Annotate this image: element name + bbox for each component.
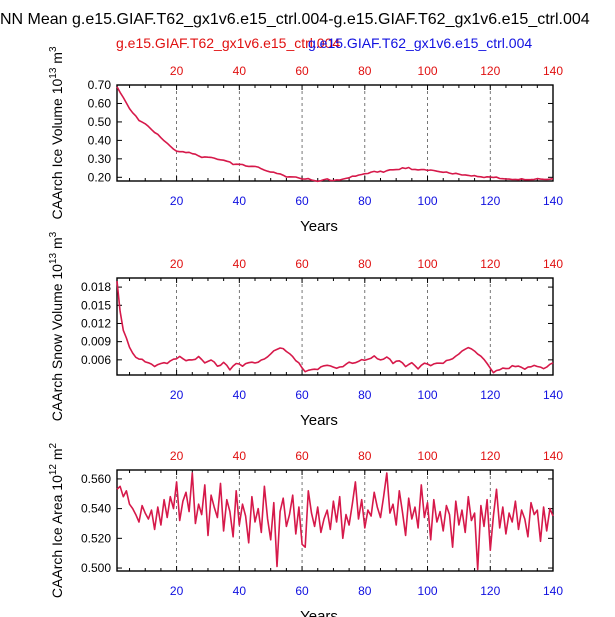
x-tick-label: 140 bbox=[543, 194, 563, 208]
x-tick-label-top: 140 bbox=[543, 64, 563, 78]
y-axis-label: CAArch Snow Volume 1013 m3 bbox=[48, 231, 65, 421]
x-tick-label: 80 bbox=[358, 584, 372, 598]
plot-frame bbox=[116, 84, 554, 182]
x-tick-label: 60 bbox=[295, 388, 309, 402]
chart-panel-3: 20 20 40 40 60 60 80 80 100 100 120 120 140 140 0.500 0… bbox=[48, 442, 563, 617]
series-line bbox=[116, 472, 554, 571]
x-tick-label: 80 bbox=[358, 194, 372, 208]
figure-title: NN Mean g.e15.GIAF.T62_gx1v6.e15_ctrl.00… bbox=[0, 11, 590, 28]
y-tick-label: 0.006 bbox=[81, 353, 111, 367]
y-tick-label: 0.012 bbox=[81, 316, 111, 330]
x-tick-label-top: 40 bbox=[233, 64, 247, 78]
x-tick-label: 40 bbox=[233, 584, 247, 598]
x-tick-label-top: 60 bbox=[295, 64, 309, 78]
x-tick-label-top: 20 bbox=[170, 449, 184, 463]
x-tick-label: 100 bbox=[418, 584, 438, 598]
x-tick-label-top: 140 bbox=[543, 257, 563, 271]
y-tick-label: 0.30 bbox=[88, 152, 112, 166]
x-tick-label: 20 bbox=[170, 584, 184, 598]
plot-frame bbox=[116, 469, 554, 572]
x-tick-label-top: 120 bbox=[480, 257, 500, 271]
y-axis-label: CAArch Ice Volume 1013 m3 bbox=[48, 46, 65, 220]
legend-case-b: g.e15.GIAF.T62_gx1v6.e15_ctrl.004 bbox=[308, 35, 532, 51]
y-tick-label: 0.009 bbox=[81, 335, 111, 349]
y-axis-label: CAArch Ice Area 1012 m2 bbox=[48, 442, 65, 598]
y-tick-label: 0.40 bbox=[88, 133, 112, 147]
x-tick-label-top: 20 bbox=[170, 257, 184, 271]
x-tick-label: 100 bbox=[418, 388, 438, 402]
chart-panel-1: 20 20 40 40 60 60 80 80 100 100 120 120 140 140 0.20 0.… bbox=[48, 46, 563, 235]
x-tick-label: 80 bbox=[358, 388, 372, 402]
legend-case-a: g.e15.GIAF.T62_gx1v6.e15_ctrl.004 bbox=[116, 35, 340, 51]
panels: 20 20 40 40 60 60 80 80 100 100 120 120 140 140 0.20 0.… bbox=[48, 46, 563, 617]
y-tick-label: 0.70 bbox=[88, 78, 112, 92]
series-line bbox=[116, 86, 554, 183]
plot-frame bbox=[116, 277, 554, 376]
x-tick-label-top: 60 bbox=[295, 257, 309, 271]
y-tick-label: 0.540 bbox=[81, 502, 111, 516]
x-tick-label: 60 bbox=[295, 584, 309, 598]
x-axis-label: Years bbox=[300, 412, 338, 429]
x-tick-label: 100 bbox=[418, 194, 438, 208]
y-tick-label: 0.520 bbox=[81, 531, 111, 545]
x-tick-label-top: 60 bbox=[295, 449, 309, 463]
x-tick-label-top: 80 bbox=[358, 64, 372, 78]
x-tick-label-top: 100 bbox=[418, 449, 438, 463]
x-tick-label: 20 bbox=[170, 194, 184, 208]
x-tick-label: 140 bbox=[543, 584, 563, 598]
x-tick-label-top: 140 bbox=[543, 449, 563, 463]
x-tick-label: 40 bbox=[233, 388, 247, 402]
x-tick-label-top: 100 bbox=[418, 257, 438, 271]
x-axis-label: Years bbox=[300, 218, 338, 235]
x-tick-label: 140 bbox=[543, 388, 563, 402]
x-tick-label: 40 bbox=[233, 194, 247, 208]
x-tick-label: 20 bbox=[170, 388, 184, 402]
y-tick-label: 0.560 bbox=[81, 472, 111, 486]
x-tick-label: 60 bbox=[295, 194, 309, 208]
x-tick-label: 120 bbox=[480, 388, 500, 402]
y-tick-label: 0.500 bbox=[81, 561, 111, 575]
chart-panel-2: 20 20 40 40 60 60 80 80 100 100 120 120 140 140 0.006 0… bbox=[48, 231, 563, 429]
y-tick-label: 0.015 bbox=[81, 298, 111, 312]
x-tick-label-top: 40 bbox=[233, 449, 247, 463]
series-line bbox=[116, 280, 554, 374]
x-tick-label-top: 100 bbox=[418, 64, 438, 78]
x-axis-label: Years bbox=[300, 608, 338, 617]
x-tick-label-top: 120 bbox=[480, 449, 500, 463]
x-tick-label: 120 bbox=[480, 584, 500, 598]
x-tick-label: 120 bbox=[480, 194, 500, 208]
x-tick-label-top: 80 bbox=[358, 449, 372, 463]
y-tick-label: 0.50 bbox=[88, 115, 112, 129]
y-tick-label: 0.20 bbox=[88, 170, 112, 184]
y-tick-label: 0.018 bbox=[81, 280, 111, 294]
y-tick-label: 0.60 bbox=[88, 96, 112, 110]
x-tick-label-top: 80 bbox=[358, 257, 372, 271]
x-tick-label-top: 20 bbox=[170, 64, 184, 78]
x-tick-label-top: 40 bbox=[233, 257, 247, 271]
x-tick-label-top: 120 bbox=[480, 64, 500, 78]
